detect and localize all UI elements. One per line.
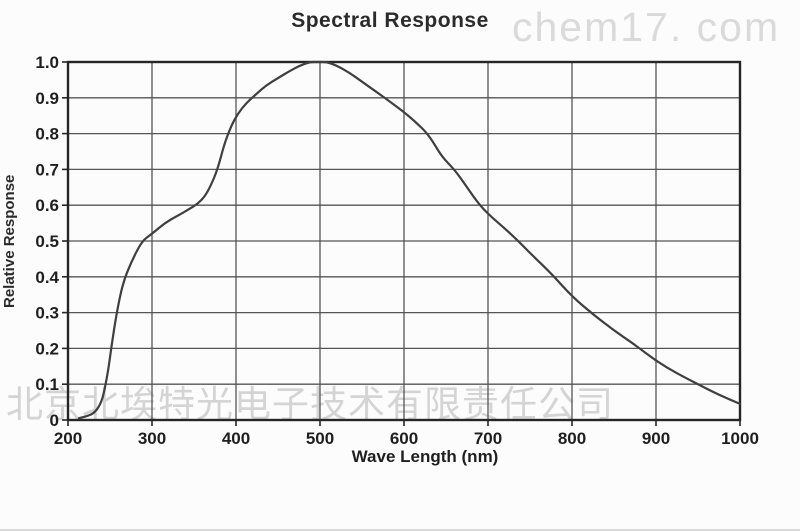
x-tick-label: 500 <box>306 429 334 448</box>
y-tick-label: 0.4 <box>35 268 59 287</box>
y-tick-label: 0.8 <box>35 125 59 144</box>
y-tick-label: 0.9 <box>35 89 59 108</box>
y-tick-label: 1.0 <box>35 53 59 72</box>
x-tick-label: 900 <box>642 429 670 448</box>
chart-title: Spectral Response <box>291 9 489 32</box>
x-tick-label: 600 <box>390 429 418 448</box>
y-tick-label: 0.6 <box>35 196 59 215</box>
scan-edge-artifact <box>0 529 800 531</box>
response-curve <box>77 60 742 420</box>
y-tick-label: 0.1 <box>35 375 59 394</box>
y-tick-label: 0.2 <box>35 339 59 358</box>
x-tick-label: 1000 <box>721 429 759 448</box>
y-tick-label: 0.5 <box>35 232 59 251</box>
x-tick-label: 700 <box>474 429 502 448</box>
x-axis-title: Wave Length (nm) <box>351 447 499 466</box>
x-tick-label: 200 <box>54 429 82 448</box>
x-tick-label: 400 <box>222 429 250 448</box>
x-tick-label: 800 <box>558 429 586 448</box>
y-tick-label: 0 <box>50 411 59 430</box>
y-tick-label: 0.3 <box>35 304 59 323</box>
y-tick-label: 0.7 <box>35 160 59 179</box>
x-tick-label: 300 <box>138 429 166 448</box>
